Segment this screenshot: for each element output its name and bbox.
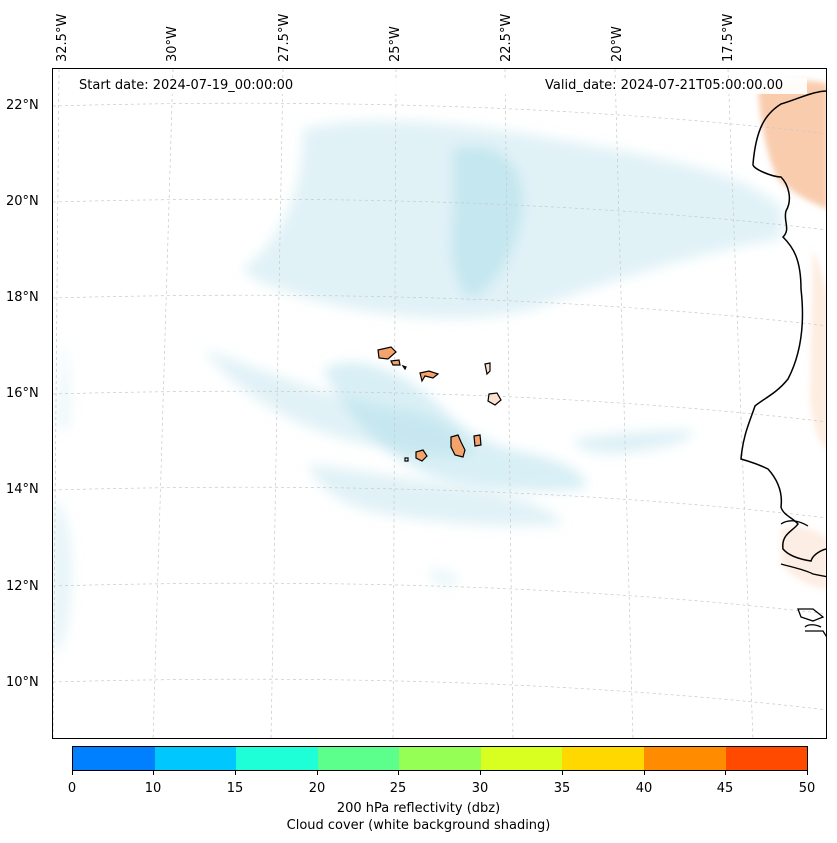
colorbar xyxy=(72,746,808,771)
colorbar-segment-20-25 xyxy=(317,747,400,770)
lat-label-16n: 16°N xyxy=(6,386,39,401)
colorbar-segment-10-15 xyxy=(154,747,237,770)
colorbar-segment-35-40 xyxy=(562,747,644,770)
island-fogo xyxy=(415,449,428,462)
colorbar-segment-25-30 xyxy=(399,747,481,770)
lon-label-27-5w: 27.5°W xyxy=(277,13,292,62)
island-maio xyxy=(473,434,482,447)
island-santa-luzia xyxy=(401,364,407,371)
colorbar-segment-0-10 xyxy=(73,747,155,770)
island-sao-nicolau xyxy=(419,370,440,383)
lon-label-32-5w: 32.5°W xyxy=(55,13,70,62)
map-canvas xyxy=(53,69,826,738)
island-sao-vicente xyxy=(390,359,401,366)
colorbar-tick xyxy=(644,771,645,775)
colorbar-tick-label-35: 35 xyxy=(553,781,571,796)
colorbar-tick xyxy=(153,771,154,775)
cloud-cover-shading xyxy=(53,120,783,654)
lon-label-30w: 30°W xyxy=(165,26,180,62)
coastline-detail xyxy=(780,520,826,638)
colorbar-tick xyxy=(807,771,808,775)
island-boa-vista xyxy=(487,392,502,406)
colorbar-tick-label-20: 20 xyxy=(308,781,326,796)
lat-label-12n: 12°N xyxy=(6,579,39,594)
colorbar-tick xyxy=(317,771,318,775)
lat-label-14n: 14°N xyxy=(6,482,39,497)
island-santo-antao xyxy=(377,346,397,360)
colorbar-tick xyxy=(725,771,726,775)
lon-label-22-5w: 22.5°W xyxy=(499,13,514,62)
colorbar-tick-label-10: 10 xyxy=(144,781,162,796)
colorbar-segment-45-50 xyxy=(725,747,808,770)
island-santiago xyxy=(450,434,466,458)
colorbar-tick-label-0: 0 xyxy=(67,781,77,796)
cape-verde-islands xyxy=(377,346,502,462)
colorbar-tick xyxy=(72,771,73,775)
start-date-label: Start date: 2024-07-19_00:00:00 xyxy=(79,78,294,93)
colorbar-tick-label-30: 30 xyxy=(471,781,489,796)
graticule xyxy=(53,69,826,738)
island-sal xyxy=(484,362,491,376)
colorbar-tick-label-40: 40 xyxy=(635,781,653,796)
lat-label-10n: 10°N xyxy=(6,675,39,690)
colorbar-title: 200 hPa reflectivity (dbz) xyxy=(336,801,501,816)
lon-label-20w: 20°W xyxy=(610,26,625,62)
map-panel[interactable] xyxy=(52,68,827,739)
african-coastline xyxy=(740,90,826,562)
info-bar xyxy=(72,78,807,94)
colorbar-tick-label-15: 15 xyxy=(226,781,244,796)
island-brava xyxy=(404,457,409,462)
colorbar-tick-label-50: 50 xyxy=(798,781,816,796)
valid-date-label: Valid_date: 2024-07-21T05:00:00.00 xyxy=(545,78,784,93)
colorbar-tick-label-45: 45 xyxy=(716,781,734,796)
lat-label-20n: 20°N xyxy=(6,194,39,209)
lat-label-22n: 22°N xyxy=(6,98,39,113)
land-shading xyxy=(758,80,826,589)
colorbar-subtitle: Cloud cover (white background shading) xyxy=(286,818,551,833)
colorbar-tick xyxy=(235,771,236,775)
lon-label-25w: 25°W xyxy=(388,26,403,62)
colorbar-segment-40-45 xyxy=(643,747,726,770)
colorbar-segment-30-35 xyxy=(480,747,563,770)
colorbar-tick xyxy=(398,771,399,775)
lat-label-18n: 18°N xyxy=(6,290,39,305)
colorbar-segment-15-20 xyxy=(236,747,318,770)
colorbar-tick xyxy=(562,771,563,775)
colorbar-tick-label-25: 25 xyxy=(389,781,407,796)
colorbar-tick xyxy=(480,771,481,775)
lon-label-17-5w: 17.5°W xyxy=(721,13,736,62)
